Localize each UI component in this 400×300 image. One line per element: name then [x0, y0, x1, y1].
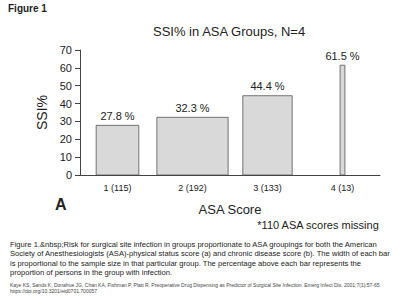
svg-text:ASA Score: ASA Score	[199, 202, 262, 217]
svg-text:30: 30	[60, 115, 72, 127]
svg-text:60: 60	[60, 62, 72, 74]
svg-text:A: A	[55, 196, 67, 213]
svg-text:10: 10	[60, 151, 72, 163]
svg-text:40: 40	[60, 98, 72, 110]
html-text:Figure 1: Figure 1	[8, 3, 47, 14]
html-text:Figure 1.&nbsp;Risk for surgic: Figure 1.&nbsp;Risk for surgical site in…	[10, 240, 390, 278]
svg-text:44.4 %: 44.4 %	[250, 80, 284, 92]
svg-text:*110 ASA scores missing: *110 ASA scores missing	[257, 219, 378, 231]
html-text:Kaye KS, Sands K, Donahue JG,: Kaye KS, Sands K, Donahue JG, Chan KA, F…	[10, 282, 381, 294]
svg-text:32.3 %: 32.3 %	[175, 102, 209, 114]
svg-text:50: 50	[60, 80, 72, 92]
svg-text:1 (115): 1 (115)	[104, 183, 132, 193]
svg-text:70: 70	[60, 44, 72, 56]
svg-text:61.5 %: 61.5 %	[325, 50, 359, 62]
svg-text:SSI%: SSI%	[34, 95, 50, 130]
svg-text:SSI% in ASA Groups, N=4: SSI% in ASA Groups, N=4	[153, 24, 305, 39]
svg-text:27.8 %: 27.8 %	[100, 110, 134, 122]
svg-text:20: 20	[60, 133, 72, 145]
svg-text:2 (192): 2 (192)	[178, 183, 207, 193]
svg-text:4 (13): 4 (13)	[331, 183, 355, 193]
svg-text:3 (133): 3 (133)	[253, 183, 282, 193]
svg-text:0: 0	[66, 169, 72, 181]
